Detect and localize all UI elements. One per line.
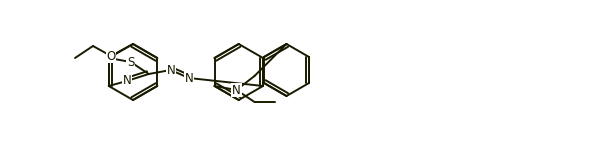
Text: N: N — [232, 84, 241, 97]
Text: O: O — [106, 49, 115, 62]
Text: N: N — [166, 64, 175, 77]
Text: S: S — [127, 55, 135, 69]
Text: N: N — [185, 71, 193, 84]
Text: N: N — [123, 75, 131, 88]
